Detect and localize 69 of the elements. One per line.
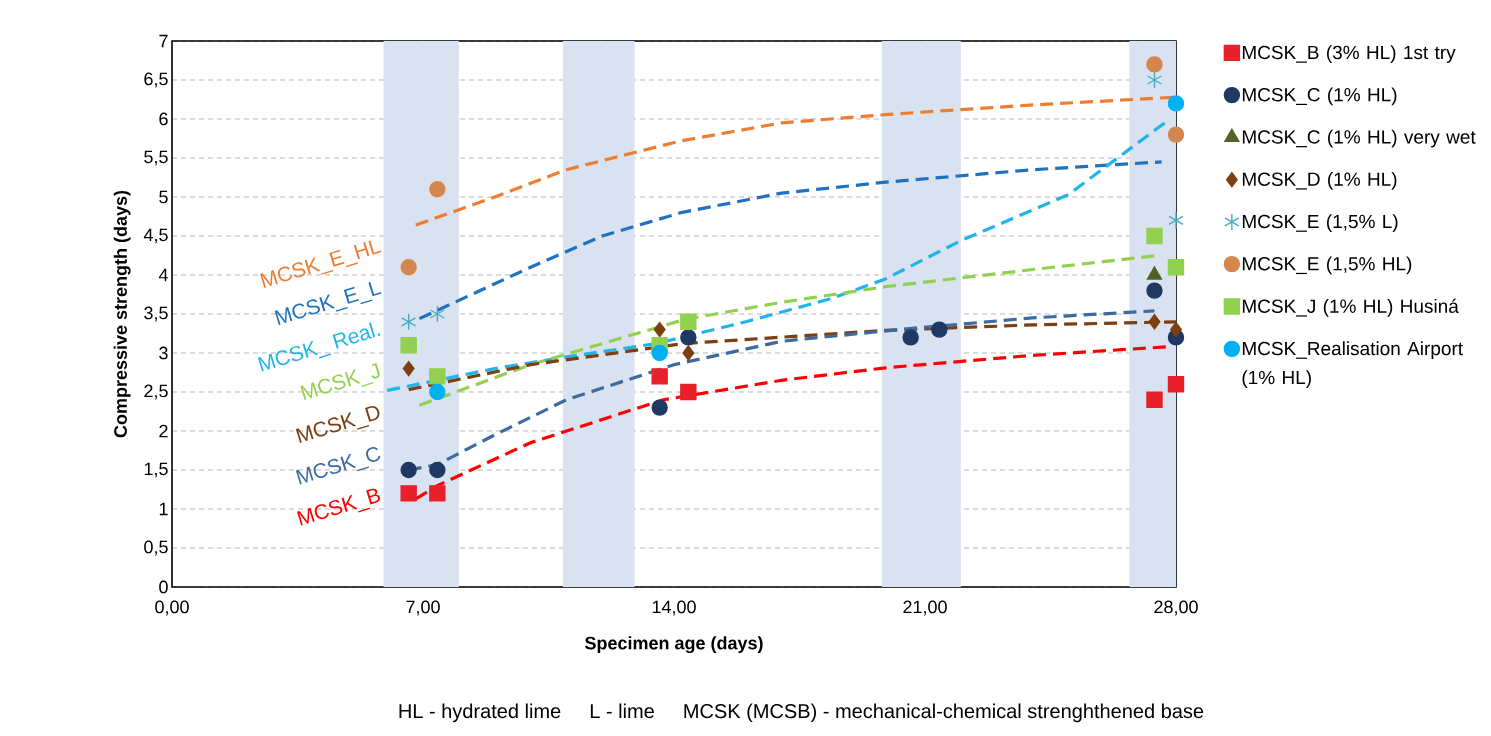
text: HL - hydrated lime <box>399 703 561 723</box>
y-tick-label: 7 <box>159 34 168 48</box>
point <box>1146 282 1163 299</box>
y-axis-title: Compressive strength (days) <box>113 190 131 438</box>
legend-label: MCSK_E (1,5% HL) <box>1242 256 1412 275</box>
point <box>1146 227 1163 245</box>
point <box>1167 126 1185 143</box>
point <box>1148 314 1161 330</box>
x-tick-label: 21,00 <box>903 600 947 616</box>
point <box>1170 321 1182 338</box>
point <box>1146 71 1163 89</box>
y-tick-label: 2 <box>159 424 168 438</box>
y-tick-label: 2,5 <box>144 384 168 400</box>
y-tick-label: 1,5 <box>144 462 168 478</box>
point <box>1146 56 1163 73</box>
legend-label: MCSK_C (1% HL) very wet <box>1242 129 1476 148</box>
point <box>1167 258 1185 276</box>
point <box>653 321 666 338</box>
x-axis-title: Specimen age (days) <box>584 636 763 654</box>
y-tick-label: 6 <box>159 112 168 126</box>
legend-label: MCSK_J (1% HL) Husiná <box>1242 298 1459 317</box>
point <box>1146 391 1163 408</box>
y-tick-label: 1 <box>159 502 168 516</box>
y-tick-label: 3 <box>159 346 168 360</box>
point <box>680 313 697 330</box>
point <box>401 313 417 331</box>
x-tick-label: 28,00 <box>1154 600 1198 616</box>
point <box>400 258 417 276</box>
point <box>429 368 446 385</box>
point <box>429 305 445 323</box>
x-tick-label: 0,00 <box>155 600 189 616</box>
point <box>651 344 668 362</box>
point <box>931 321 948 338</box>
point <box>1167 95 1185 112</box>
point <box>402 360 415 377</box>
point <box>682 345 695 361</box>
point <box>902 329 919 346</box>
point <box>400 461 417 479</box>
y-tick-label: 0,5 <box>144 540 168 556</box>
point <box>1146 266 1163 280</box>
text: MCSK (MCSB) - mechanical-chemical strenghthened base <box>684 703 1204 723</box>
point <box>400 485 417 502</box>
point <box>429 485 446 502</box>
point <box>651 399 668 416</box>
point <box>651 368 668 385</box>
y-tick-label: 6,5 <box>144 72 168 88</box>
text: L - lime <box>590 703 654 719</box>
x-tick-label: 14,00 <box>652 600 696 616</box>
point <box>429 461 446 479</box>
point <box>680 383 697 401</box>
point <box>400 336 417 354</box>
point <box>429 383 446 401</box>
y-tick-label: 4 <box>158 268 168 282</box>
legend-label: MCSK_E (1,5% L) <box>1242 214 1398 232</box>
point <box>680 329 697 346</box>
line-series <box>417 160 1164 321</box>
y-tick-label: 4,5 <box>143 228 168 244</box>
y-tick-label: 0 <box>159 580 168 594</box>
point <box>429 180 446 198</box>
legend-label: MCSK_D (1% HL) <box>1242 171 1397 190</box>
legend-label: MCSK_C (1% HL) <box>1242 87 1397 106</box>
legend-label: MCSK_Realisation Airport (1% HL) <box>1242 341 1463 388</box>
legend-label: MCSK_B (3% HL) 1st try <box>1242 45 1456 63</box>
point <box>1168 211 1184 230</box>
x-tick-label: 7,00 <box>406 600 440 616</box>
point <box>1167 375 1185 393</box>
y-tick-label: 3,5 <box>144 306 168 322</box>
y-tick-label: 5 <box>159 190 168 204</box>
y-tick-label: 5,5 <box>144 150 168 166</box>
